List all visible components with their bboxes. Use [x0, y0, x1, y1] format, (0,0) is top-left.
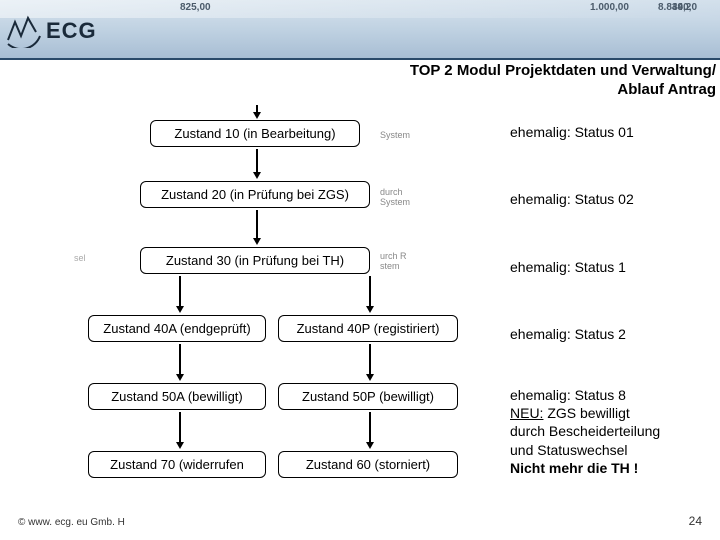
arrow-down-icon [366, 276, 374, 313]
logo-text: ECG [46, 18, 97, 44]
banner-number: 825,00 [180, 2, 211, 13]
state-z50a: Zustand 50A (bewilligt) [88, 383, 266, 410]
arrow-down-icon [176, 412, 184, 449]
page-number: 24 [689, 514, 702, 528]
flowchart-diagram: Zustand 10 (in Bearbeitung) Zustand 20 (i… [80, 105, 480, 495]
diagram-side-label: System [380, 130, 410, 140]
arrow-down-icon [176, 276, 184, 313]
arrow-down-icon [176, 344, 184, 381]
logo: ECG [6, 14, 97, 48]
arrow-down-icon [366, 412, 374, 449]
page-title: TOP 2 Modul Projektdaten und Verwaltung/… [410, 62, 716, 100]
annotation: ehemalig: Status 02 [510, 190, 634, 208]
diagram-faint-label: sel [74, 253, 86, 263]
state-z30: Zustand 30 (in Prüfung bei TH) [140, 247, 370, 274]
annotation: ehemalig: Status 1 [510, 258, 626, 276]
arrow-down-icon [253, 210, 261, 245]
header-banner: ECG 825,001.000,008.839,2440,0 [0, 0, 720, 60]
state-z60: Zustand 60 (storniert) [278, 451, 458, 478]
arrow-down-icon [253, 105, 261, 119]
arrow-down-icon [366, 344, 374, 381]
banner-number: 440,0 [672, 2, 697, 13]
state-z70: Zustand 70 (widerrufen [88, 451, 266, 478]
logo-mark-icon [6, 14, 42, 48]
diagram-side-label: System [380, 197, 410, 207]
arrow-down-icon [253, 149, 261, 179]
title-line-2: Ablauf Antrag [410, 81, 716, 100]
diagram-side-label: urch R [380, 251, 407, 261]
annotation: ehemalig: Status 2 [510, 325, 626, 343]
annotation: ehemalig: Status 01 [510, 123, 634, 141]
state-z10: Zustand 10 (in Bearbeitung) [150, 120, 360, 147]
annotation: ehemalig: Status 8NEU: ZGS bewilligtdurc… [510, 386, 660, 477]
diagram-side-label: durch [380, 187, 403, 197]
state-z50p: Zustand 50P (bewilligt) [278, 383, 458, 410]
title-line-1: TOP 2 Modul Projektdaten und Verwaltung/ [410, 62, 716, 81]
state-z40a: Zustand 40A (endgeprüft) [88, 315, 266, 342]
state-z20: Zustand 20 (in Prüfung bei ZGS) [140, 181, 370, 208]
footer-copyright: © www. ecg. eu Gmb. H [18, 517, 125, 528]
state-z40p: Zustand 40P (registiriert) [278, 315, 458, 342]
banner-number: 1.000,00 [590, 2, 629, 13]
diagram-side-label: stem [380, 261, 400, 271]
